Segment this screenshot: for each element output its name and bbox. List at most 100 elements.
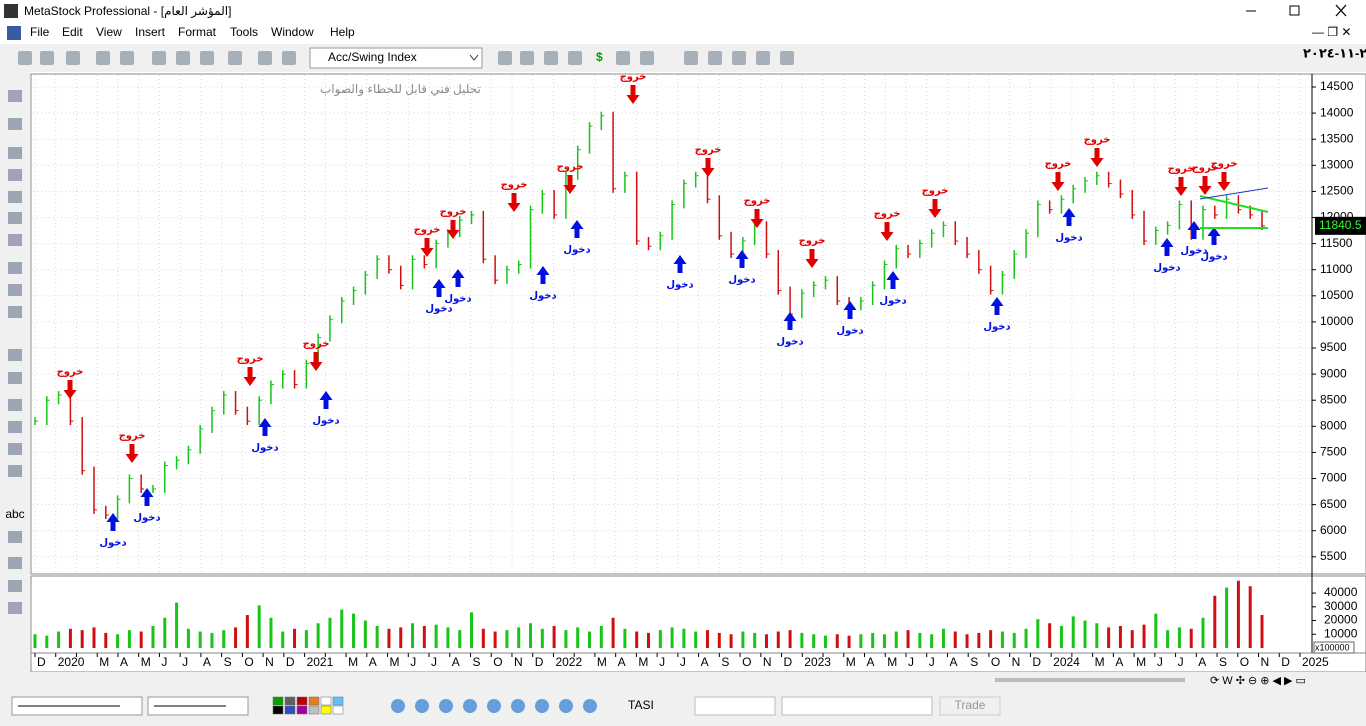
tool-button[interactable] <box>8 147 22 159</box>
bottom-button[interactable] <box>415 699 429 713</box>
color-swatch[interactable] <box>296 696 308 706</box>
restore[interactable] <box>1289 5 1300 16</box>
toolbar-button[interactable] <box>780 51 794 65</box>
toolbar-button[interactable] <box>684 51 698 65</box>
dropdown[interactable] <box>694 696 776 716</box>
volume-bar <box>670 627 674 648</box>
trade-button[interactable] <box>939 696 1001 716</box>
time-tick-label: O <box>244 655 253 669</box>
text-tool[interactable]: abc <box>5 507 24 521</box>
tool-button[interactable] <box>8 306 22 318</box>
color-swatch[interactable] <box>308 696 320 706</box>
toolbar-button[interactable] <box>152 51 166 65</box>
tool-button[interactable] <box>8 372 22 384</box>
toolbar-button[interactable] <box>498 51 512 65</box>
tool-button[interactable] <box>8 90 22 102</box>
bottom-button[interactable] <box>535 699 549 713</box>
menu-item[interactable]: View <box>96 25 122 39</box>
color-swatch[interactable] <box>308 705 320 715</box>
tool-button[interactable] <box>8 191 22 203</box>
volume-bar <box>1213 595 1217 648</box>
toolbar-button[interactable] <box>228 51 242 65</box>
color-swatch[interactable] <box>296 705 308 715</box>
menu-item[interactable]: Tools <box>230 25 258 39</box>
tool-button[interactable] <box>8 531 22 543</box>
tool-button[interactable] <box>8 212 22 224</box>
tool-button[interactable] <box>8 465 22 477</box>
entry-arrow <box>319 391 333 409</box>
toolbar-button[interactable] <box>176 51 190 65</box>
tool-button[interactable] <box>8 421 22 433</box>
volume-bar <box>753 632 757 648</box>
color-swatch[interactable] <box>272 705 284 715</box>
close[interactable] <box>1335 4 1347 17</box>
bottom-button[interactable] <box>583 699 597 713</box>
menu-item[interactable]: Insert <box>135 25 166 39</box>
menu-item[interactable]: Help <box>330 25 355 39</box>
toolbar-button[interactable] <box>96 51 110 65</box>
dropdown[interactable] <box>781 696 933 716</box>
toolbar-button[interactable] <box>732 51 746 65</box>
toolbar-button[interactable] <box>282 51 296 65</box>
toolbar-button[interactable] <box>616 51 630 65</box>
scrollbar[interactable] <box>995 678 1185 682</box>
bottom-button[interactable] <box>391 699 405 713</box>
menu-item[interactable]: Window <box>271 25 314 39</box>
color-swatch[interactable] <box>320 705 332 715</box>
toolbar-button[interactable] <box>258 51 272 65</box>
toolbar-button[interactable] <box>520 51 534 65</box>
volume-bar <box>717 632 721 648</box>
tool-button[interactable] <box>8 169 22 181</box>
tool-button[interactable] <box>8 602 22 614</box>
toolbar-button[interactable] <box>40 51 54 65</box>
color-swatch[interactable] <box>284 696 296 706</box>
menu-item[interactable]: Format <box>178 25 217 39</box>
toolbar-button[interactable] <box>200 51 214 65</box>
tool-button[interactable] <box>8 118 22 130</box>
tool-button[interactable] <box>8 443 22 455</box>
tool-button[interactable] <box>8 349 22 361</box>
entry-arrow <box>570 220 584 238</box>
tool-button[interactable] <box>8 262 22 274</box>
time-tick-label: A <box>701 655 709 669</box>
bottom-button[interactable] <box>463 699 477 713</box>
toolbar-button[interactable] <box>708 51 722 65</box>
color-swatch[interactable] <box>332 696 344 706</box>
toolbar-button[interactable] <box>66 51 80 65</box>
bottom-button[interactable] <box>511 699 525 713</box>
bottom-button[interactable] <box>439 699 453 713</box>
tool-button[interactable] <box>8 580 22 592</box>
volume-bar <box>1118 626 1122 648</box>
toolbar-button[interactable] <box>544 51 558 65</box>
toolbar-button[interactable] <box>640 51 654 65</box>
exit-arrow <box>1198 176 1212 195</box>
bottom-button[interactable] <box>487 699 501 713</box>
color-swatch[interactable] <box>320 696 332 706</box>
toolbar-button[interactable] <box>756 51 770 65</box>
bottom-button[interactable] <box>559 699 573 713</box>
color-swatch[interactable] <box>272 696 284 706</box>
nav-controls[interactable]: ⟳ W ✣ ⊖ ⊕ ◀ ▶ ▭ <box>1210 675 1306 687</box>
color-palette[interactable] <box>272 696 344 715</box>
tool-button[interactable] <box>8 557 22 569</box>
volume-bar <box>953 631 957 648</box>
toolbar-icons <box>18 51 794 65</box>
toolbar-button[interactable] <box>18 51 32 65</box>
color-swatch[interactable] <box>332 705 344 715</box>
toolbar-button[interactable] <box>568 51 582 65</box>
volume-bar <box>245 615 249 648</box>
time-tick-label: D <box>535 655 544 669</box>
tool-button[interactable] <box>8 284 22 296</box>
menu-item[interactable]: File <box>30 25 50 39</box>
menu-item[interactable]: Edit <box>62 25 83 39</box>
color-swatch[interactable] <box>284 705 296 715</box>
trendline[interactable] <box>1199 195 1269 213</box>
tool-button[interactable] <box>8 234 22 246</box>
toolbar-button[interactable] <box>120 51 134 65</box>
mdi-controls[interactable]: — ❐ ✕ <box>1312 25 1351 39</box>
trendline[interactable] <box>1199 187 1269 200</box>
indicator-dropdown[interactable] <box>309 47 483 69</box>
tool-button[interactable] <box>8 399 22 411</box>
exit-label: خروج <box>1192 163 1219 174</box>
dollar-icon[interactable]: $ <box>596 50 603 64</box>
